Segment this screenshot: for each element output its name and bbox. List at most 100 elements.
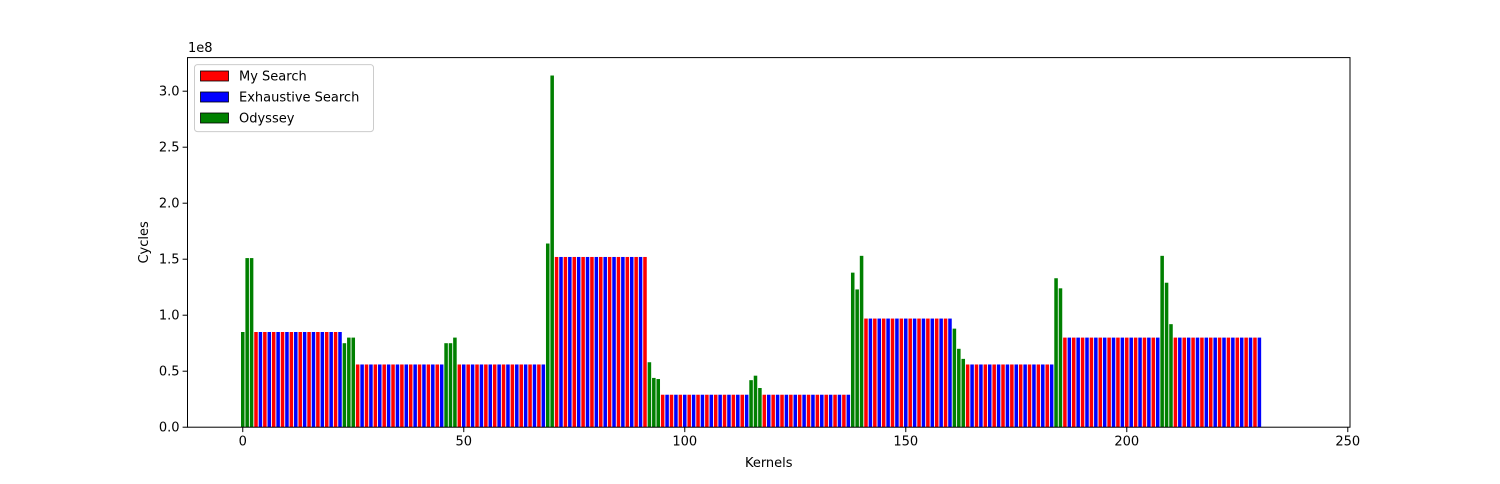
bar-my-search [815,394,820,428]
bar-exhaustive-search [930,318,935,428]
bar-exhaustive-search [811,394,815,428]
bar-exhaustive-search [1138,337,1142,428]
bar-exhaustive-search [1213,337,1217,428]
bar-exhaustive-search [987,364,992,428]
bar-my-search [1018,364,1023,428]
bar-exhaustive-search [718,394,722,428]
bar-my-search [355,364,360,428]
bar-my-search [457,364,462,428]
bar-my-search [466,364,470,428]
bar-exhaustive-search [1102,337,1107,428]
legend-swatch-my-search [200,70,229,82]
bar-odyssey [753,375,758,428]
bar-my-search [908,318,912,428]
bar-my-search [1244,337,1248,428]
bar-exhaustive-search [404,364,409,428]
legend-swatch-exhaustive-search [200,91,229,103]
bar-exhaustive-search [461,364,466,428]
bar-my-search [881,318,886,428]
bar-exhaustive-search [532,364,537,428]
bar-my-search [934,318,939,428]
bar-exhaustive-search [948,318,952,428]
bar-my-search [992,364,996,428]
bar-exhaustive-search [294,332,298,428]
bar-exhaustive-search [276,332,280,428]
bar-my-search [1001,364,1005,428]
bar-exhaustive-search [1085,337,1089,428]
bar-odyssey [850,272,855,428]
bar-my-search [842,394,846,428]
bar-exhaustive-search [682,394,687,428]
bar-exhaustive-search [422,364,426,428]
bar-my-search [572,256,577,428]
bar-exhaustive-search [360,364,364,428]
bar-exhaustive-search [877,318,882,428]
bar-exhaustive-search [267,332,272,428]
bar-my-search [280,332,285,428]
bar-odyssey [249,258,254,428]
bar-exhaustive-search [594,256,599,428]
bar-exhaustive-search [828,394,833,428]
legend-swatch-odyssey [200,112,229,124]
bar-exhaustive-search [320,332,325,428]
bar-my-search [1151,337,1156,428]
bar-exhaustive-search [895,318,899,428]
bar-my-search [1173,337,1178,428]
y-tick-label: 2.0 [159,197,180,212]
bar-exhaustive-search [612,256,616,428]
bar-exhaustive-search [1239,337,1244,428]
bar-exhaustive-search [802,394,806,428]
bar-my-search [590,256,594,428]
bar-exhaustive-search [470,364,475,428]
bar-exhaustive-search [846,394,851,428]
x-tick-label: 50 [455,435,472,450]
bar-odyssey [1169,324,1173,428]
bar-exhaustive-search [1005,364,1010,428]
bar-my-search [687,394,691,428]
bar-my-search [943,318,948,428]
bar-my-search [660,394,665,428]
bar-my-search [417,364,422,428]
bar-odyssey [351,337,356,428]
bar-exhaustive-search [479,364,484,428]
bar-odyssey [453,337,457,428]
bar-my-search [426,364,431,428]
bar-exhaustive-search [820,394,824,428]
y-tick-label: 3.0 [159,85,180,100]
bar-exhaustive-search [727,394,731,428]
bar-my-search [400,364,404,428]
bar-exhaustive-search [775,394,780,428]
bar-odyssey [758,388,762,428]
plot-frame [187,57,1351,428]
bar-my-search [797,394,802,428]
bar-odyssey [859,255,864,428]
bar-odyssey [1160,255,1164,428]
bar-exhaustive-search [709,394,714,428]
bar-my-search [983,364,988,428]
y-tick-label: 2.5 [159,141,180,156]
bar-exhaustive-search [766,394,771,428]
bar-my-search [563,256,568,428]
bar-exhaustive-search [996,364,1001,428]
bar-exhaustive-search [837,394,842,428]
bar-exhaustive-search [302,332,307,428]
bar-exhaustive-search [369,364,373,428]
bar-my-search [408,364,413,428]
bar-my-search [1098,337,1103,428]
bar-my-search [643,256,647,428]
bar-my-search [519,364,523,428]
bar-exhaustive-search [638,256,643,428]
bar-odyssey [961,358,966,428]
bar-odyssey [347,337,351,428]
bar-my-search [1200,337,1204,428]
bar-odyssey [647,362,652,428]
bar-my-search [391,364,395,428]
bar-odyssey [448,343,453,428]
bar-exhaustive-search [1231,337,1235,428]
bar-exhaustive-search [515,364,519,428]
bar-my-search [1125,337,1129,428]
x-tick-label: 100 [672,435,697,450]
bar-exhaustive-search [576,256,581,428]
bar-my-search [1107,337,1111,428]
